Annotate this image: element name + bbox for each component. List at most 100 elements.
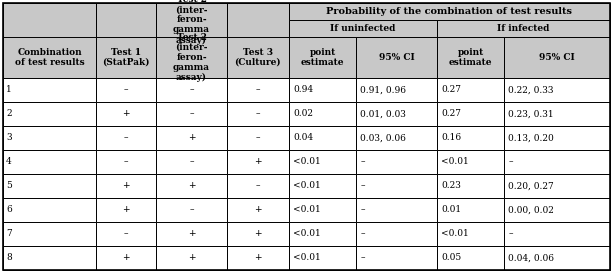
Bar bbox=[437, 198, 504, 222]
Text: 0.16: 0.16 bbox=[441, 134, 461, 142]
Bar bbox=[289, 102, 356, 126]
Bar bbox=[3, 3, 96, 78]
Text: 1: 1 bbox=[6, 86, 12, 94]
Bar bbox=[156, 3, 227, 78]
Bar bbox=[3, 246, 96, 270]
Bar bbox=[227, 3, 289, 78]
Bar bbox=[437, 78, 504, 102]
Text: point
estimate: point estimate bbox=[449, 48, 492, 67]
Bar bbox=[356, 198, 437, 222]
Bar bbox=[96, 78, 156, 102]
Text: 0.91, 0.96: 0.91, 0.96 bbox=[360, 86, 406, 94]
Bar bbox=[227, 174, 289, 198]
Bar bbox=[156, 102, 227, 126]
Text: 2: 2 bbox=[6, 110, 12, 118]
Bar bbox=[356, 37, 437, 78]
Bar bbox=[96, 102, 156, 126]
Bar bbox=[96, 126, 156, 150]
Bar bbox=[504, 222, 610, 246]
Bar bbox=[156, 126, 227, 150]
Text: 0.01, 0.03: 0.01, 0.03 bbox=[360, 110, 406, 118]
Text: 3: 3 bbox=[6, 134, 12, 142]
Bar bbox=[504, 37, 610, 78]
Text: <0.01: <0.01 bbox=[293, 206, 321, 214]
Text: –: – bbox=[124, 230, 129, 238]
Text: 0.02: 0.02 bbox=[293, 110, 313, 118]
Bar bbox=[227, 198, 289, 222]
Bar bbox=[3, 198, 96, 222]
Bar bbox=[156, 150, 227, 174]
Bar bbox=[227, 37, 289, 78]
Bar bbox=[3, 126, 96, 150]
Bar bbox=[504, 150, 610, 174]
Bar bbox=[356, 102, 437, 126]
Text: <0.01: <0.01 bbox=[441, 230, 469, 238]
Bar bbox=[289, 126, 356, 150]
Text: –: – bbox=[124, 134, 129, 142]
Bar bbox=[96, 3, 156, 78]
Bar bbox=[437, 222, 504, 246]
Bar bbox=[289, 37, 356, 78]
Text: +: + bbox=[188, 134, 196, 142]
Text: 0.23, 0.31: 0.23, 0.31 bbox=[508, 110, 554, 118]
Bar bbox=[504, 198, 610, 222]
Bar bbox=[96, 222, 156, 246]
Text: <0.01: <0.01 bbox=[293, 253, 321, 262]
Bar bbox=[437, 37, 504, 78]
Bar bbox=[289, 150, 356, 174]
Bar bbox=[437, 246, 504, 270]
Text: –: – bbox=[124, 86, 129, 94]
Bar bbox=[289, 222, 356, 246]
Bar bbox=[289, 246, 356, 270]
Bar bbox=[356, 246, 437, 270]
Text: –: – bbox=[360, 206, 365, 214]
Text: 95% CI: 95% CI bbox=[379, 53, 414, 62]
Bar bbox=[289, 3, 610, 20]
Text: 0.94: 0.94 bbox=[293, 86, 313, 94]
Text: 0.23: 0.23 bbox=[441, 182, 461, 190]
Bar bbox=[156, 174, 227, 198]
Text: +: + bbox=[254, 158, 262, 166]
Bar bbox=[156, 78, 227, 102]
Text: +: + bbox=[123, 110, 130, 118]
Bar bbox=[504, 102, 610, 126]
Bar bbox=[3, 222, 96, 246]
Text: –: – bbox=[124, 158, 129, 166]
Text: 8: 8 bbox=[6, 253, 12, 262]
Bar bbox=[289, 20, 437, 37]
Text: 0.01: 0.01 bbox=[441, 206, 461, 214]
Text: Test 3
(Culture): Test 3 (Culture) bbox=[235, 48, 281, 67]
Text: 0.13, 0.20: 0.13, 0.20 bbox=[508, 134, 554, 142]
Bar bbox=[96, 174, 156, 198]
Text: If uninfected: If uninfected bbox=[330, 24, 395, 33]
Bar bbox=[289, 174, 356, 198]
Text: 0.04, 0.06: 0.04, 0.06 bbox=[508, 253, 554, 262]
Text: +: + bbox=[188, 182, 196, 190]
Text: +: + bbox=[254, 206, 262, 214]
Text: 0.00, 0.02: 0.00, 0.02 bbox=[508, 206, 554, 214]
Text: 7: 7 bbox=[6, 230, 12, 238]
Text: 0.03, 0.06: 0.03, 0.06 bbox=[360, 134, 406, 142]
Text: If infected: If infected bbox=[497, 24, 550, 33]
Bar bbox=[504, 246, 610, 270]
Bar bbox=[96, 198, 156, 222]
Bar bbox=[356, 174, 437, 198]
Bar bbox=[504, 78, 610, 102]
Text: –: – bbox=[189, 206, 194, 214]
Text: +: + bbox=[123, 182, 130, 190]
Text: Combination
of test results: Combination of test results bbox=[15, 48, 85, 67]
Text: –: – bbox=[256, 86, 260, 94]
Bar bbox=[504, 126, 610, 150]
Text: 6: 6 bbox=[6, 206, 12, 214]
Bar bbox=[96, 246, 156, 270]
Text: point
estimate: point estimate bbox=[301, 48, 345, 67]
Text: –: – bbox=[189, 158, 194, 166]
Text: 4: 4 bbox=[6, 158, 12, 166]
Text: –: – bbox=[508, 230, 513, 238]
Text: +: + bbox=[123, 253, 130, 262]
Bar bbox=[289, 78, 356, 102]
Bar bbox=[227, 222, 289, 246]
Text: –: – bbox=[360, 253, 365, 262]
Bar bbox=[437, 174, 504, 198]
Bar bbox=[156, 37, 227, 78]
